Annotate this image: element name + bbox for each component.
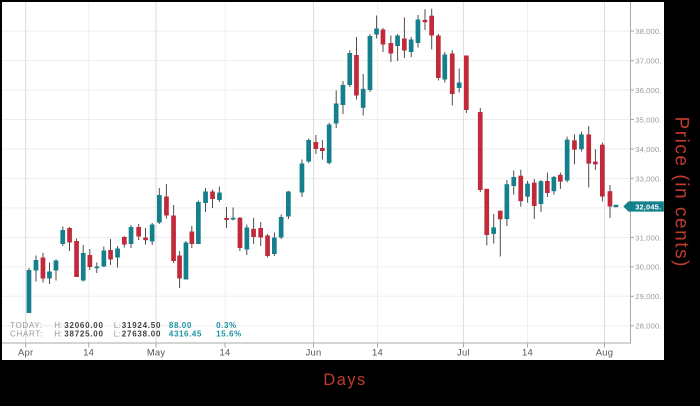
svg-text:CHART:: CHART: <box>10 329 43 338</box>
svg-text:14: 14 <box>522 347 533 358</box>
svg-text:TODAY:: TODAY: <box>10 321 43 330</box>
svg-text:Apr: Apr <box>18 347 33 358</box>
svg-text:L:: L: <box>114 329 121 338</box>
svg-text:Jun: Jun <box>306 347 322 358</box>
svg-text:Price (in cents): Price (in cents) <box>671 117 692 269</box>
svg-text:14: 14 <box>220 347 231 358</box>
svg-text:36,000.: 36,000. <box>635 86 661 95</box>
svg-text:4316.45: 4316.45 <box>169 329 202 338</box>
svg-text:H:: H: <box>54 329 62 338</box>
svg-text:14: 14 <box>83 347 94 358</box>
svg-text:88.00: 88.00 <box>169 321 192 330</box>
svg-text:Days: Days <box>323 371 366 389</box>
svg-text:0.3%: 0.3% <box>216 321 237 330</box>
svg-text:29,000.: 29,000. <box>635 292 661 301</box>
svg-text:31,000.: 31,000. <box>635 233 661 242</box>
svg-text:Aug: Aug <box>596 347 613 358</box>
svg-text:H:: H: <box>54 321 62 330</box>
svg-text:35,000.: 35,000. <box>635 115 661 124</box>
svg-text:31924.50: 31924.50 <box>122 321 161 330</box>
svg-text:38725.00: 38725.00 <box>64 329 103 338</box>
svg-text:32060.00: 32060.00 <box>64 321 103 330</box>
svg-text:Jul: Jul <box>457 347 470 358</box>
svg-text:28,000.: 28,000. <box>635 322 661 331</box>
svg-text:30,000.: 30,000. <box>635 263 661 272</box>
svg-text:33,000.: 33,000. <box>635 174 661 183</box>
svg-text:32,045.: 32,045. <box>635 202 661 211</box>
svg-text:14: 14 <box>372 347 383 358</box>
svg-text:15.6%: 15.6% <box>216 329 242 338</box>
svg-text:L:: L: <box>114 321 121 330</box>
svg-text:34,000.: 34,000. <box>635 145 661 154</box>
svg-text:27638.00: 27638.00 <box>122 329 161 338</box>
svg-text:May: May <box>147 347 166 358</box>
svg-text:38,000.: 38,000. <box>635 27 661 36</box>
svg-text:37,000.: 37,000. <box>635 57 661 66</box>
